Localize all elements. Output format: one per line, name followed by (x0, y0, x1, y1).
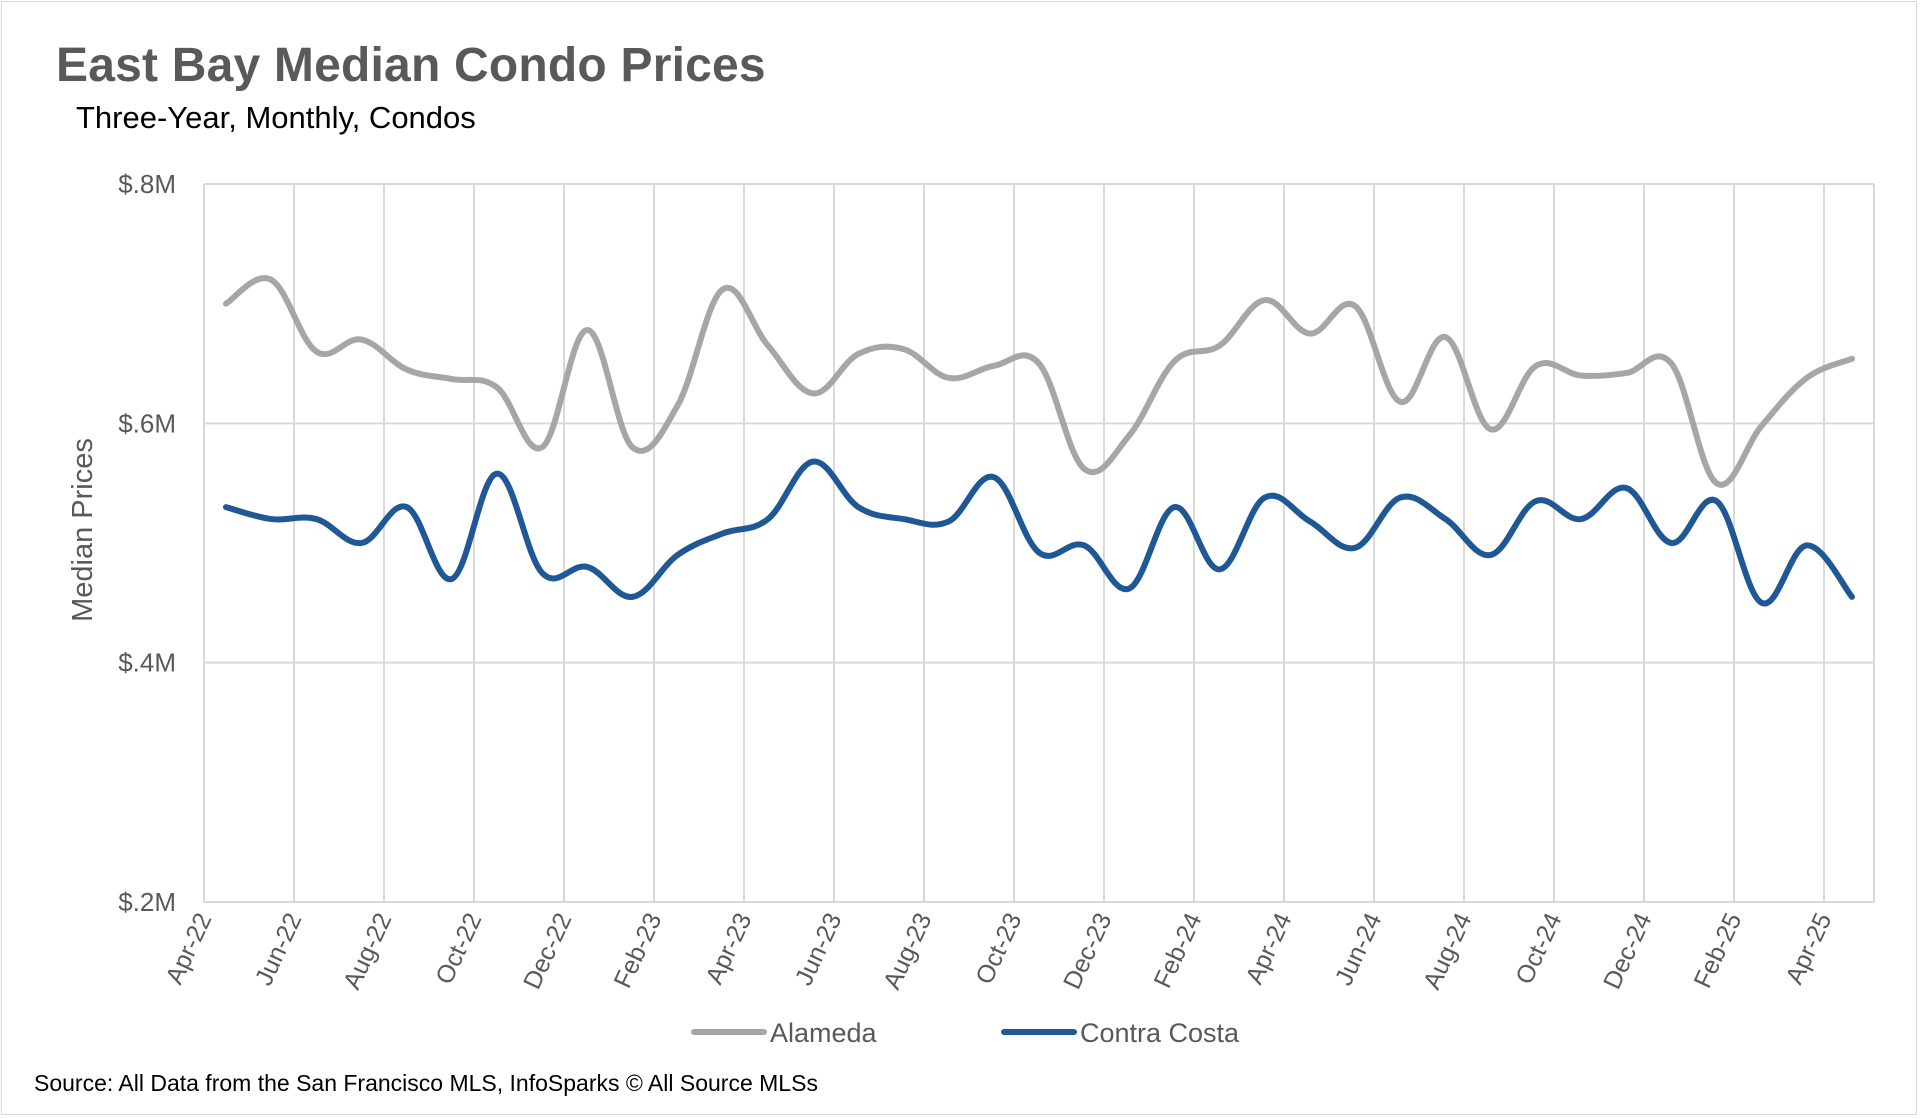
series-line-alameda (223, 275, 1855, 488)
series-line-contra-costa (223, 458, 1855, 607)
y-tick-label: $.6M (118, 408, 176, 438)
x-tick-label: Jun-24 (1330, 909, 1388, 990)
legend-label: Contra Costa (1080, 1018, 1240, 1048)
x-tick-label: Jun-23 (790, 909, 848, 990)
x-tick-label: Dec-22 (518, 909, 577, 994)
x-tick-label: Aug-24 (1418, 909, 1477, 994)
source-note: Source: All Data from the San Francisco … (34, 1070, 818, 1096)
legend-label: Alameda (770, 1018, 878, 1048)
y-tick-label: $.8M (118, 169, 176, 199)
x-tick-label: Feb-23 (609, 909, 668, 993)
x-tick-label: Dec-24 (1598, 909, 1657, 994)
x-tick-label: Oct-23 (970, 909, 1027, 989)
x-tick-label: Aug-22 (338, 909, 397, 994)
y-axis-label: Median Prices (67, 438, 99, 622)
x-tick-label: Apr-23 (700, 909, 757, 989)
series-lines (223, 275, 1855, 607)
x-tick-label: Jun-22 (250, 909, 308, 990)
gridlines (203, 183, 1875, 903)
x-tick-label: Oct-22 (430, 909, 487, 989)
x-axis-ticks: Apr-22 Jun-22 Aug-22 Oct-22 Dec-22 Feb-23 Apr-… (160, 909, 1837, 994)
x-tick-label: Aug-23 (878, 909, 937, 994)
chart-title: East Bay Median Condo Prices (56, 39, 766, 92)
y-tick-label: $.2M (118, 887, 176, 917)
chart-subtitle: Three-Year, Monthly, Condos (76, 100, 476, 135)
y-axis-ticks: $.2M $.4M $.6M $.8M (118, 169, 176, 917)
x-tick-label: Feb-24 (1149, 909, 1208, 993)
x-tick-label: Dec-23 (1058, 909, 1117, 994)
x-tick-label: Apr-24 (1240, 909, 1297, 989)
x-tick-label: Apr-22 (160, 909, 217, 989)
y-tick-label: $.4M (118, 648, 176, 678)
legend: Alameda Contra Costa (691, 1018, 1240, 1048)
x-tick-label: Apr-25 (1780, 909, 1837, 989)
x-tick-label: Oct-24 (1510, 909, 1567, 989)
x-tick-label: Feb-25 (1689, 909, 1748, 993)
